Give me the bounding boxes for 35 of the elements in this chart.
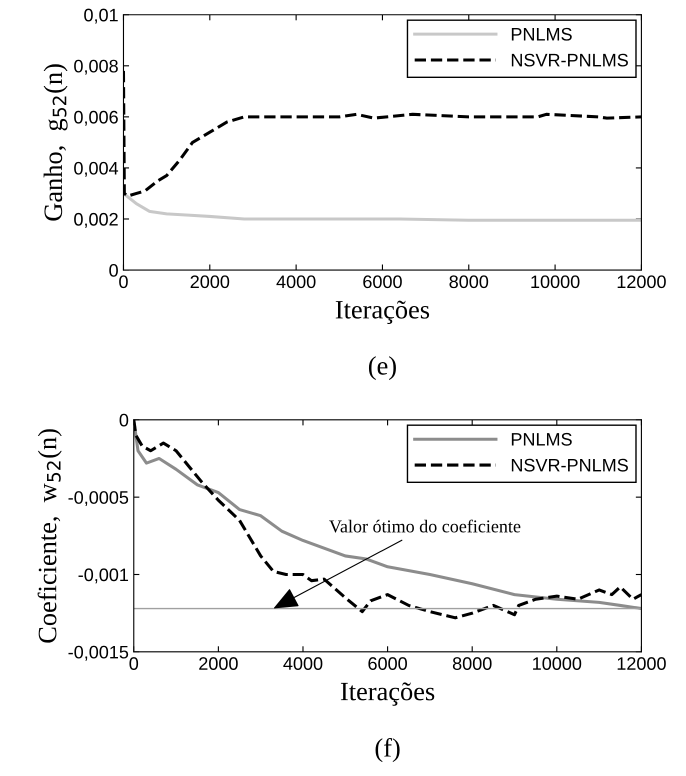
y-tick-label: 0 bbox=[109, 264, 118, 277]
x-tick-label: 2000 bbox=[190, 275, 230, 288]
x-tick-label: 12000 bbox=[618, 275, 666, 288]
legend-label: NSVR-PNLMS bbox=[512, 458, 628, 472]
y-axis-title: Coeficiente, w$_{52}$(n) bbox=[38, 429, 62, 643]
x-tick-label: 0 bbox=[129, 657, 138, 670]
annotation: Valor ótimo do coeficiente bbox=[329, 520, 520, 533]
x-axis-title: Iterações bbox=[340, 682, 434, 706]
y-axis-title: Ganho, g$_{52}$(n) bbox=[44, 64, 68, 221]
x-tick-label: 10000 bbox=[531, 275, 580, 288]
legend-label: PNLMS bbox=[512, 28, 572, 41]
x-tick-label: 6000 bbox=[363, 275, 402, 288]
x-tick-label: 4000 bbox=[283, 657, 322, 670]
y-tick-label: 0,008 bbox=[74, 60, 118, 75]
x-tick-label: 8000 bbox=[449, 275, 488, 288]
line-series bbox=[123, 192, 642, 222]
x-tick-label: 8000 bbox=[452, 657, 492, 670]
text: (e) bbox=[368, 356, 396, 380]
legend-label: PNLMS bbox=[512, 432, 572, 446]
y-tick-label: -0,001 bbox=[78, 568, 128, 584]
x-tick-label: 10000 bbox=[533, 657, 582, 670]
x-tick-label: 12000 bbox=[618, 657, 666, 670]
y-tick-label: 0,004 bbox=[74, 162, 118, 177]
x-axis-title: Iterações bbox=[336, 300, 430, 324]
y-tick-label: 0,01 bbox=[84, 8, 118, 24]
x-tick-label: 4000 bbox=[276, 275, 316, 288]
text: (f) bbox=[376, 738, 400, 762]
y-tick-label: 0 bbox=[120, 414, 128, 427]
y-tick-label: -0,0005 bbox=[68, 491, 128, 506]
y-tick-label: 0,002 bbox=[74, 212, 118, 228]
legend-label: NSVR-PNLMS bbox=[512, 54, 628, 67]
y-tick-label: -0,0015 bbox=[68, 646, 128, 661]
x-tick-label: 2000 bbox=[199, 657, 238, 670]
x-tick-label: 6000 bbox=[368, 657, 407, 670]
y-tick-label: 0,006 bbox=[74, 110, 118, 126]
